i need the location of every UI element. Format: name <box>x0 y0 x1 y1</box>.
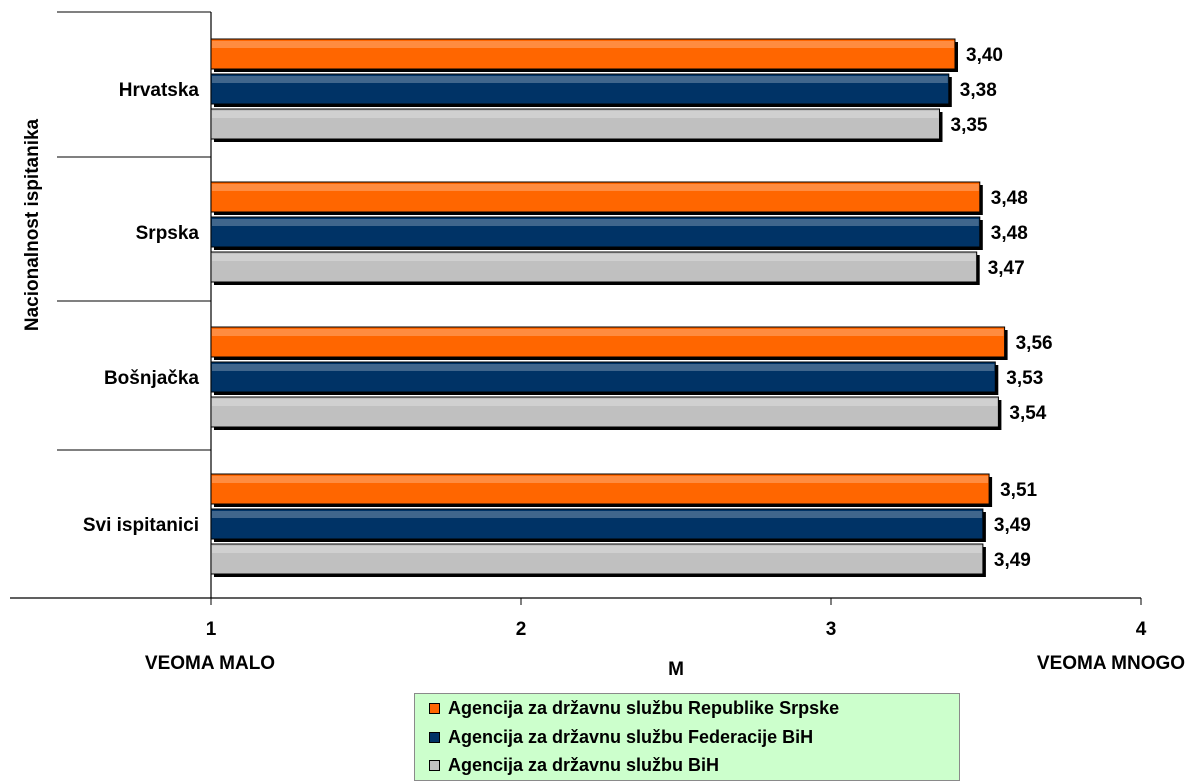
bar <box>210 543 984 575</box>
y-axis-title: Nacionalnost ispitanika <box>22 118 43 331</box>
data-label: 3,38 <box>960 80 997 101</box>
data-label: 3,53 <box>1006 368 1043 389</box>
bar <box>210 108 940 140</box>
legend-label: Agencija za državnu službu BiH <box>448 754 720 775</box>
data-label: 3,54 <box>1009 403 1046 424</box>
bar <box>210 73 950 105</box>
category-label: Srpska <box>136 223 200 244</box>
bar <box>210 326 1006 358</box>
bar <box>210 508 984 540</box>
bar <box>210 216 981 248</box>
data-label: 3,48 <box>991 223 1028 244</box>
x-max-label: VEOMA MNOGO <box>1037 653 1185 674</box>
data-label: 3,48 <box>991 188 1028 209</box>
bar <box>210 361 996 393</box>
bar <box>210 251 978 283</box>
data-label: 3,40 <box>966 45 1003 66</box>
bar-highlight <box>212 476 989 483</box>
bar-highlight <box>212 329 1004 336</box>
legend: Agencija za državnu službu Republike Srp… <box>414 693 960 781</box>
x-tick-label: 4 <box>1136 619 1147 640</box>
legend-item: Agencija za državnu službu BiH <box>429 754 719 776</box>
bar-highlight <box>212 41 954 48</box>
bar-highlight <box>212 546 982 553</box>
bar-highlight <box>212 254 976 261</box>
bar <box>210 38 956 70</box>
legend-label: Agencija za državnu službu Republike Srp… <box>448 697 840 718</box>
data-label: 3,51 <box>1000 480 1037 501</box>
x-axis-title: M <box>668 659 684 680</box>
bar-highlight <box>212 111 939 118</box>
bar <box>210 473 990 505</box>
x-tick-label: 1 <box>206 619 217 640</box>
bar-highlight <box>212 219 979 226</box>
x-tick-label: 2 <box>516 619 527 640</box>
bar <box>210 396 999 428</box>
legend-label: Agencija za državnu službu Federacije Bi… <box>448 726 814 747</box>
legend-swatch <box>429 759 440 771</box>
data-label: 3,47 <box>988 258 1025 279</box>
bar-highlight <box>212 511 982 518</box>
data-label: 3,56 <box>1016 333 1053 354</box>
data-label: 3,49 <box>994 515 1031 536</box>
category-label: Svi ispitanici <box>83 515 199 536</box>
legend-swatch <box>429 702 440 714</box>
category-label: Hrvatska <box>119 80 200 101</box>
data-label: 3,35 <box>951 115 988 136</box>
legend-item: Agencija za državnu službu Federacije Bi… <box>429 726 813 748</box>
bar-highlight <box>212 399 998 406</box>
bar-chart: 1 2 3 4 VEOMA MALO VEOMA MNOGO M Nacionalnost i… <box>10 11 1185 680</box>
category-label: Bošnjačka <box>104 368 199 389</box>
data-label: 3,49 <box>994 550 1031 571</box>
x-min-label: VEOMA MALO <box>145 653 275 674</box>
x-tick-label: 3 <box>826 619 837 640</box>
bar-highlight <box>212 76 948 83</box>
legend-swatch <box>429 731 440 743</box>
legend-item: Agencija za državnu službu Republike Srp… <box>429 697 839 719</box>
bar-highlight <box>212 184 979 191</box>
bar <box>210 181 981 213</box>
bar-highlight <box>212 364 995 371</box>
